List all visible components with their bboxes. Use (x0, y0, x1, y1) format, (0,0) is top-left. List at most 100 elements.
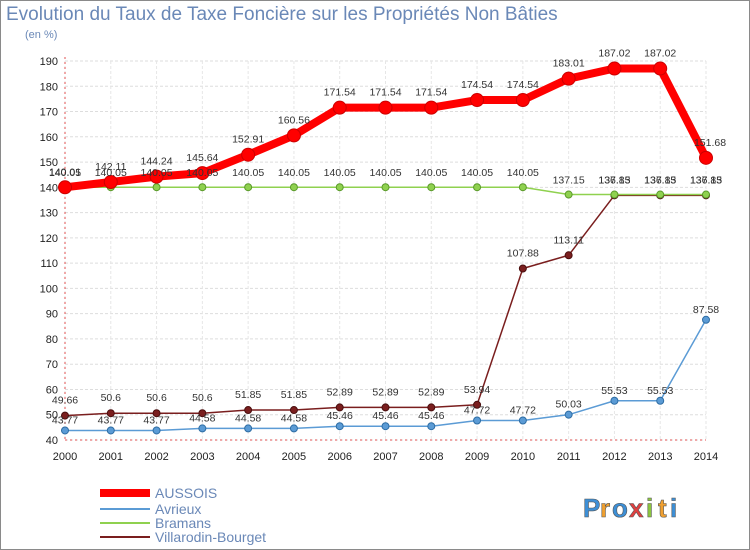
point-bramans (656, 190, 665, 199)
y-tick-label: 190 (40, 56, 58, 68)
data-label-aussois: 142.11 (95, 161, 126, 173)
series-group (58, 61, 713, 435)
data-label-avrieux: 45.46 (418, 410, 444, 422)
point-avrieux (702, 315, 710, 324)
point-aussois (286, 128, 301, 143)
data-label-aussois: 171.54 (369, 87, 401, 99)
data-label-aussois: 187.02 (644, 48, 676, 60)
data-label-avrieux: 44.58 (235, 412, 261, 424)
data-label-avrieux: 43.77 (98, 414, 124, 426)
point-aussois (607, 61, 622, 76)
axes: 40 50 60 70 80 90 100 110 120 130 140 150 160 170 180 1… (40, 56, 719, 463)
data-label-bramans: 137.15 (553, 175, 585, 187)
point-aussois (561, 71, 576, 86)
point-bramans (518, 183, 527, 192)
data-label-avrieux: 47.72 (464, 404, 490, 416)
brand-letter: r (600, 493, 610, 523)
data-label-bramans: 140.05 (141, 167, 173, 179)
data-label-aussois: 145.64 (186, 152, 218, 164)
data-label-villarodin-bourget: 113.11 (553, 234, 584, 246)
data-label-avrieux: 45.46 (372, 410, 398, 422)
x-tick-label: 2005 (282, 451, 306, 463)
point-aussois (58, 180, 72, 195)
data-label-bramans: 140.05 (507, 167, 539, 179)
data-label-aussois: 152.91 (232, 134, 264, 146)
grid (64, 60, 707, 441)
point-villarodin-bourget (473, 400, 482, 409)
point-villarodin-bourget (106, 409, 115, 418)
brand-letter: i (670, 493, 677, 523)
data-label-avrieux: 47.72 (510, 404, 536, 416)
y-tick-label: 100 (40, 283, 58, 295)
y-tick-label: 160 (40, 132, 58, 144)
data-label-bramans: 140.05 (415, 167, 447, 179)
y-tick-label: 120 (40, 233, 58, 245)
point-bramans (152, 183, 161, 192)
data-label-villarodin-bourget: 50.6 (101, 392, 122, 404)
data-label-bramans: 140.05 (278, 167, 310, 179)
point-bramans (427, 183, 436, 192)
point-avrieux (564, 410, 573, 419)
point-villarodin-bourget (61, 411, 69, 420)
point-avrieux (244, 424, 253, 433)
point-avrieux (289, 424, 298, 433)
data-label-avrieux: 45.46 (327, 410, 353, 422)
data-label-avrieux: 87.58 (693, 304, 719, 316)
point-bramans (610, 190, 619, 199)
data-label-aussois: 140.01 (49, 166, 81, 178)
data-label-villarodin-bourget: 49.66 (52, 395, 78, 407)
data-label-bramans: 137.15 (644, 175, 676, 187)
data-label-bramans: 137.15 (598, 175, 630, 187)
point-villarodin-bourget (244, 406, 253, 415)
data-label-avrieux: 50.03 (556, 399, 582, 411)
point-aussois (424, 100, 439, 115)
data-label-bramans: 140.05 (232, 167, 264, 179)
data-label-bramans: 140.05 (186, 167, 218, 179)
point-avrieux (381, 422, 390, 431)
point-bramans (564, 190, 573, 199)
y-tick-label: 40 (46, 435, 58, 447)
point-aussois (653, 61, 668, 76)
data-label-bramans: 140.05 (49, 167, 81, 179)
brand-letter: o (612, 493, 628, 523)
point-avrieux (427, 422, 436, 431)
point-aussois (103, 175, 118, 190)
data-label-bramans: 140.05 (461, 167, 493, 179)
data-label-bramans: 140.05 (324, 167, 356, 179)
y-tick-label: 50 (46, 410, 58, 422)
point-aussois (699, 150, 713, 165)
data-label-villarodin-bourget: 52.89 (418, 386, 444, 398)
point-avrieux (518, 416, 527, 425)
point-bramans (381, 183, 390, 192)
point-bramans (473, 183, 482, 192)
data-label-villarodin-bourget: 136.83 (598, 174, 630, 186)
point-avrieux (61, 426, 69, 435)
legend-label-bramans: Bramans (155, 515, 211, 531)
chart-title: Evolution du Taux de Taxe Foncière sur l… (6, 4, 558, 25)
point-villarodin-bourget (335, 403, 344, 412)
data-label-aussois: 151.68 (694, 137, 726, 149)
point-aussois (515, 93, 530, 108)
legend-label-avrieux: Avrieux (155, 501, 201, 517)
x-tick-label: 2000 (53, 451, 77, 463)
x-tick-label: 2004 (236, 451, 260, 463)
data-label-aussois: 174.54 (507, 79, 539, 91)
data-label-villarodin-bourget: 51.85 (235, 389, 261, 401)
y-tick-label: 170 (40, 107, 58, 119)
data-label-villarodin-bourget: 52.89 (372, 386, 398, 398)
data-label-bramans: 137.15 (690, 175, 722, 187)
point-villarodin-bourget (564, 251, 573, 260)
y-tick-label: 130 (40, 208, 58, 220)
point-avrieux (473, 416, 482, 425)
point-bramans (702, 190, 710, 199)
x-tick-label: 2003 (190, 451, 214, 463)
data-label-avrieux: 55.53 (647, 385, 673, 397)
y-tick-label: 140 (40, 182, 58, 194)
point-bramans (198, 183, 207, 192)
legend-label-villarodin-bourget: Villarodin-Bourget (155, 529, 266, 545)
data-label-avrieux: 44.58 (189, 412, 215, 424)
x-tick-label: 2002 (144, 451, 168, 463)
brand-letter: t (658, 493, 667, 523)
x-tick-label: 2001 (99, 451, 123, 463)
